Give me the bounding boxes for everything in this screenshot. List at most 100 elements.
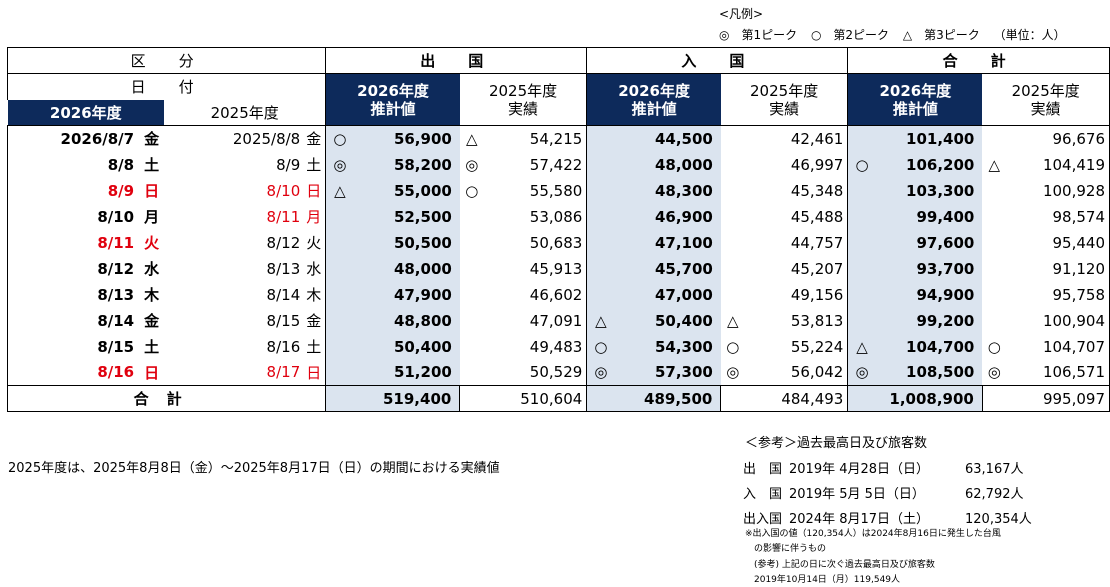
weekday-2026: 木 xyxy=(144,286,160,304)
peak-mark xyxy=(721,204,745,230)
peak-mark xyxy=(460,360,484,386)
total-2025-value: 91,120 xyxy=(1006,255,1110,282)
peak-mark xyxy=(460,282,484,308)
depart-2025-value: 45,913 xyxy=(529,259,583,278)
arrive-2025-value: 56,042 xyxy=(790,363,844,382)
arrive-est-line1: 2026年度 xyxy=(618,81,690,100)
depart-act-line2: 実績 xyxy=(508,99,539,118)
header-depart: 出 国 xyxy=(325,47,588,74)
totals-in26: 489,500 xyxy=(614,385,721,412)
date-2025: 8/13 xyxy=(266,259,301,278)
date-2025: 8/11 xyxy=(266,207,301,226)
table-row: 8/10 月 8/11 月 52,500 53,086 46,900 45,488 99,400… xyxy=(7,203,1110,230)
peak-mark xyxy=(586,151,615,178)
depart-act-line1: 2025年度 xyxy=(488,81,558,100)
weekday-2025: 火 xyxy=(302,229,327,256)
total-2025-value: 104,419 xyxy=(1006,151,1110,178)
table-row: 8/9 日 8/10 日 △ 55,000 ○ 55,580 48,300 45,348 103,3… xyxy=(7,177,1110,204)
peak-mark xyxy=(847,307,876,334)
totals-out26: 519,400 xyxy=(353,385,460,412)
weekday-2025: 日 xyxy=(302,359,327,386)
arrive-2025-value: 49,156 xyxy=(790,285,844,304)
date-2025: 8/17 xyxy=(266,363,301,382)
total-2026-value: 93,700 xyxy=(875,255,983,282)
peak-mark: ◎ xyxy=(586,359,615,386)
peak-mark xyxy=(982,204,1006,230)
total-2025-value: 106,571 xyxy=(1006,359,1110,386)
total-2026-value: 108,500 xyxy=(875,359,983,386)
peak-mark xyxy=(325,203,354,230)
peak-mark xyxy=(847,255,876,282)
reference-label: 入 国 xyxy=(743,487,783,502)
depart-2025-value: 50,529 xyxy=(529,363,583,382)
total-2026-value: 103,300 xyxy=(875,177,983,204)
date-2026: 8/16 xyxy=(7,359,137,386)
weekday-2025: 土 xyxy=(302,151,327,178)
table-row: 8/8 土 8/9 土 ◎ 58,200 ◎ 57,422 48,000 46,997 ○ 106,2… xyxy=(7,151,1110,178)
legend-title: <凡例> xyxy=(719,7,764,21)
date-2026: 8/8 xyxy=(7,151,137,178)
totals-in25-mark xyxy=(720,385,745,412)
peak-mark xyxy=(721,126,745,152)
peak-mark: ◎ xyxy=(987,363,1001,382)
total-est-line2: 推計値 xyxy=(892,99,938,118)
depart-2026-value: 48,000 xyxy=(353,255,460,282)
total-2026-value: 101,400 xyxy=(875,125,983,152)
weekday-2025: 木 xyxy=(302,281,327,308)
peak-mark xyxy=(586,255,615,282)
peak-mark xyxy=(982,282,1006,308)
arrive-2026-value: 44,500 xyxy=(614,125,721,152)
peak-mark: △ xyxy=(586,307,615,334)
arrive-2025-value: 46,997 xyxy=(790,155,844,174)
table-row: 8/13 木 8/14 木 47,900 46,602 47,000 49,156 94,900… xyxy=(7,281,1110,308)
totals-in26-mark xyxy=(586,385,615,412)
arrive-2026-value: 47,000 xyxy=(614,281,721,308)
peak-mark: △ xyxy=(847,333,876,360)
total-2026-value: 97,600 xyxy=(875,229,983,256)
total-2025-value: 104,707 xyxy=(1006,333,1110,360)
total-2025-value: 96,676 xyxy=(1006,125,1110,152)
date-2025: 8/15 xyxy=(266,311,301,330)
date-2025: 8/16 xyxy=(266,337,301,356)
peak-mark: ○ xyxy=(586,333,615,360)
date-2025: 2025/8/8 xyxy=(232,129,301,148)
date-2026: 8/15 xyxy=(7,333,137,360)
table-row: 8/15 土 8/16 土 50,400 49,483 ○ 54,300 ○ 55,224 △ 104… xyxy=(7,333,1110,360)
total-act-header: 2025年度 実績 xyxy=(982,73,1110,126)
arrive-2025-value: 45,488 xyxy=(790,207,844,226)
peak-mark xyxy=(586,229,615,256)
weekday-2025: 金 xyxy=(302,125,327,152)
arrive-act-header: 2025年度 実績 xyxy=(721,74,848,126)
peak-mark xyxy=(586,203,615,230)
total-2026-value: 94,900 xyxy=(875,281,983,308)
arrive-2025-value: 42,461 xyxy=(790,129,844,148)
table-row: 8/16 日 8/17 日 51,200 50,529 ◎ 57,300 ◎ 56,042 ◎ 108… xyxy=(7,359,1110,386)
peak-mark xyxy=(847,125,876,152)
totals-tot26-mark xyxy=(847,385,876,412)
arrive-2025-value: 55,224 xyxy=(790,337,844,356)
peak-mark: ◎ xyxy=(465,155,479,174)
date-2025: 8/9 xyxy=(276,155,301,174)
weekday-2025: 土 xyxy=(302,333,327,360)
weekday-2025: 日 xyxy=(302,177,327,204)
arrive-2026-value: 47,100 xyxy=(614,229,721,256)
peak-mark xyxy=(721,282,745,308)
date-2026: 8/12 xyxy=(7,255,137,282)
weekday-2026: 月 xyxy=(144,208,160,226)
peak-mark xyxy=(721,178,745,204)
reference-row-total: 出入国 2024年 8月17日（土） 120,354人 xyxy=(743,508,1032,527)
date-2026: 2026/8/7 xyxy=(7,125,137,152)
depart-est-line2: 推計値 xyxy=(370,99,416,118)
table-row: 2026/8/7 金 2025/8/8 金 ○ 56,900 △ 54,215 44,500 42… xyxy=(7,125,1110,152)
arrive-2026-value: 48,000 xyxy=(614,151,721,178)
peak-mark: △ xyxy=(727,311,739,330)
reference-note-1: ※出入国の値（120,354人）は2024年8月16日に発生した台風 xyxy=(745,529,1001,539)
date-2026: 8/9 xyxy=(7,177,137,204)
weekday-2026: 金 xyxy=(144,130,160,149)
arrive-2026-value: 48,300 xyxy=(614,177,721,204)
depart-2026-value: 52,500 xyxy=(353,203,460,230)
peak-mark: ○ xyxy=(987,337,1001,356)
peak-mark: △ xyxy=(466,129,478,148)
peak-mark xyxy=(460,256,484,282)
reference-row-arrive: 入 国 2019年 5月 5日（日） 62,792人 xyxy=(743,483,1024,502)
